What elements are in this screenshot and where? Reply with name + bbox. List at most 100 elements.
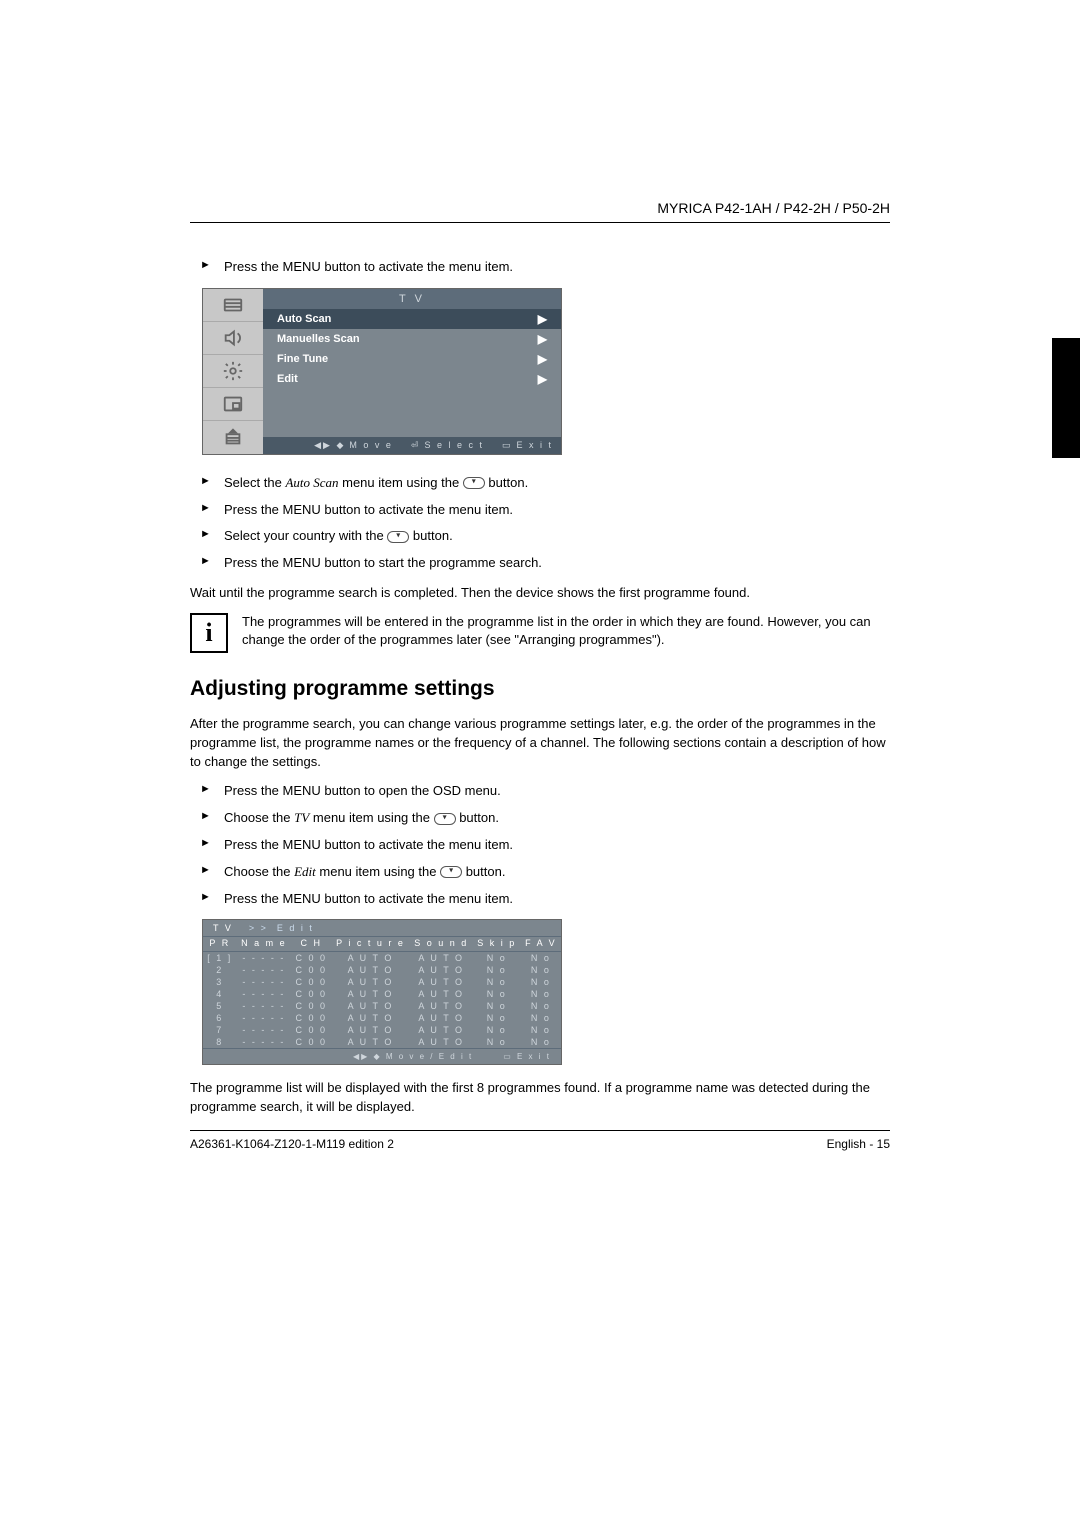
osd2-table: P RN a m eC HP i c t u r eS o u n dS k i… xyxy=(203,937,561,1048)
after-osd2-text: The programme list will be displayed wit… xyxy=(190,1079,890,1117)
table-cell: A U T O xyxy=(410,1012,473,1024)
nav-button-icon xyxy=(440,866,462,878)
section-title: Adjusting programme settings xyxy=(190,677,890,701)
table-cell: A U T O xyxy=(410,964,473,976)
table-cell: - - - - - xyxy=(237,1012,292,1024)
step-item: Press the MENU button to activate the me… xyxy=(190,889,890,910)
table-cell: N o xyxy=(473,988,521,1000)
move-edit-hint: ◀▶ ◆ M o v e / E d i t xyxy=(353,1052,473,1061)
table-cell: N o xyxy=(521,1000,561,1012)
list-icon xyxy=(203,421,263,454)
osd-item-manual[interactable]: Manuelles Scan▶ xyxy=(263,329,561,349)
table-cell: C 0 0 xyxy=(291,988,331,1000)
step-item: Press the MENU button to open the OSD me… xyxy=(190,781,890,802)
table-col-header: N a m e xyxy=(237,937,292,952)
nav-button-icon xyxy=(434,813,456,825)
steps-before-osd1: Press the MENU button to activate the me… xyxy=(190,257,890,278)
table-cell: 7 xyxy=(203,1024,237,1036)
table-cell: C 0 0 xyxy=(291,1024,331,1036)
osd-menu-body: T V Auto Scan▶ Manuelles Scan▶ Fine Tune… xyxy=(263,289,561,454)
nav-button-icon xyxy=(463,477,485,489)
table-row[interactable]: 4- - - - -C 0 0A U T OA U T ON oN o xyxy=(203,988,561,1000)
step-item: Press the MENU button to activate the me… xyxy=(190,835,890,856)
table-cell: N o xyxy=(521,952,561,965)
osd2-footer: ◀▶ ◆ M o v e / E d i t ▭ E x i t xyxy=(203,1048,561,1064)
table-cell: C 0 0 xyxy=(291,1036,331,1048)
table-row[interactable]: 2- - - - -C 0 0A U T OA U T ON oN o xyxy=(203,964,561,976)
table-cell: C 0 0 xyxy=(291,964,331,976)
table-cell: A U T O xyxy=(331,976,409,988)
table-row[interactable]: 6- - - - -C 0 0A U T OA U T ON oN o xyxy=(203,1012,561,1024)
chevron-right-icon: ▶ xyxy=(538,332,547,346)
table-cell: - - - - - xyxy=(237,976,292,988)
table-row[interactable]: 7- - - - -C 0 0A U T OA U T ON oN o xyxy=(203,1024,561,1036)
table-cell: N o xyxy=(521,964,561,976)
osd-item-finetune[interactable]: Fine Tune▶ xyxy=(263,349,561,369)
page-side-tab xyxy=(1052,338,1080,458)
osd2-breadcrumb: T V > > E d i t xyxy=(203,920,561,937)
step-item: Choose the Edit menu item using the butt… xyxy=(190,862,890,883)
table-cell: 5 xyxy=(203,1000,237,1012)
table-row[interactable]: 3- - - - -C 0 0A U T OA U T ON oN o xyxy=(203,976,561,988)
chevron-right-icon: ▶ xyxy=(538,312,547,326)
chevron-right-icon: ▶ xyxy=(538,372,547,386)
step-item: Press the MENU button to start the progr… xyxy=(190,553,890,574)
table-cell: - - - - - xyxy=(237,1036,292,1048)
gear-icon xyxy=(203,355,263,388)
exit-hint: ▭ E x i t xyxy=(503,1052,551,1061)
table-cell: A U T O xyxy=(410,1024,473,1036)
table-row[interactable]: [ 1 ]- - - - -C 0 0A U T OA U T ON oN o xyxy=(203,952,561,965)
table-cell: A U T O xyxy=(331,1012,409,1024)
tv-icon xyxy=(203,289,263,322)
nav-button-icon xyxy=(387,531,409,543)
table-cell: A U T O xyxy=(331,988,409,1000)
table-cell: A U T O xyxy=(410,1036,473,1048)
page-header: MYRICA P42-1AH / P42-2H / P50-2H xyxy=(190,200,890,223)
table-cell: A U T O xyxy=(331,1000,409,1012)
table-cell: - - - - - xyxy=(237,988,292,1000)
table-cell: - - - - - xyxy=(237,952,292,965)
wait-text: Wait until the programme search is compl… xyxy=(190,584,890,603)
table-cell: A U T O xyxy=(331,952,409,965)
table-cell: A U T O xyxy=(331,964,409,976)
table-cell: C 0 0 xyxy=(291,1012,331,1024)
table-cell: 6 xyxy=(203,1012,237,1024)
page-footer: A26361-K1064-Z120-1-M119 edition 2 Engli… xyxy=(190,1130,890,1151)
table-cell: 3 xyxy=(203,976,237,988)
osd-edit-table: T V > > E d i t P RN a m eC HP i c t u r… xyxy=(202,919,562,1065)
steps-after-osd1: Select the Auto Scan menu item using the… xyxy=(190,473,890,574)
osd-item-edit[interactable]: Edit▶ xyxy=(263,369,561,389)
osd-item-autoscan[interactable]: Auto Scan▶ xyxy=(263,309,561,329)
table-cell: A U T O xyxy=(410,1000,473,1012)
osd-footer: ◀▶ ◆ M o v e ⏎S e l e c t ▭ E x i t xyxy=(263,437,561,454)
table-cell: C 0 0 xyxy=(291,1000,331,1012)
osd-title: T V xyxy=(263,289,561,309)
table-col-header: P i c t u r e xyxy=(331,937,409,952)
osd-icon-column xyxy=(203,289,263,454)
table-cell: C 0 0 xyxy=(291,976,331,988)
table-cell: N o xyxy=(473,976,521,988)
model-text: MYRICA P42-1AH / P42-2H / P50-2H xyxy=(657,200,890,216)
table-header-row: P RN a m eC HP i c t u r eS o u n dS k i… xyxy=(203,937,561,952)
table-cell: [ 1 ] xyxy=(203,952,237,965)
table-cell: - - - - - xyxy=(237,1024,292,1036)
select-hint: ⏎S e l e c t xyxy=(411,440,484,451)
info-icon: i xyxy=(190,613,228,653)
exit-hint: ▭ E x i t xyxy=(502,440,553,451)
table-col-header: P R xyxy=(203,937,237,952)
step-item: Press the MENU button to activate the me… xyxy=(190,257,890,278)
table-row[interactable]: 8- - - - -C 0 0A U T OA U T ON oN o xyxy=(203,1036,561,1048)
table-cell: N o xyxy=(521,976,561,988)
table-cell: 4 xyxy=(203,988,237,1000)
table-cell: A U T O xyxy=(410,988,473,1000)
page-content: MYRICA P42-1AH / P42-2H / P50-2H Press t… xyxy=(190,200,890,1127)
table-cell: N o xyxy=(473,952,521,965)
table-cell: N o xyxy=(473,964,521,976)
step-item: Select the Auto Scan menu item using the… xyxy=(190,473,890,494)
table-cell: A U T O xyxy=(410,952,473,965)
step-item: Select your country with the button. xyxy=(190,526,890,547)
table-cell: A U T O xyxy=(331,1024,409,1036)
osd-tv-menu: T V Auto Scan▶ Manuelles Scan▶ Fine Tune… xyxy=(202,288,562,455)
table-row[interactable]: 5- - - - -C 0 0A U T OA U T ON oN o xyxy=(203,1000,561,1012)
chevron-right-icon: ▶ xyxy=(538,352,547,366)
